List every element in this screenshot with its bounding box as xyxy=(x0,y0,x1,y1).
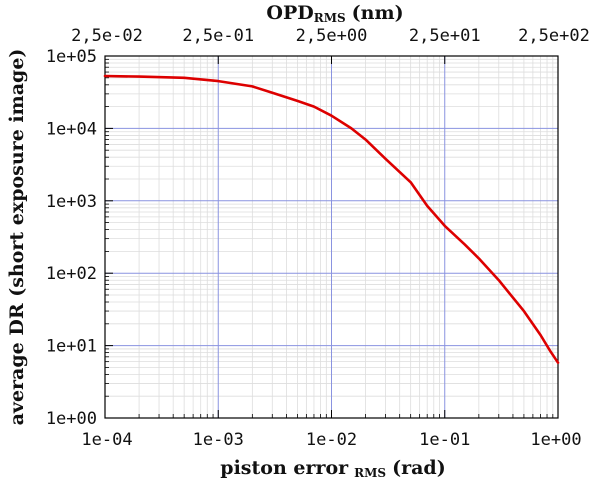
dr-series-line xyxy=(103,74,560,365)
x-tick-label: 1e-03 xyxy=(193,430,244,450)
y-tick-label: 1e+02 xyxy=(46,264,97,284)
y-tick-label: 1e+03 xyxy=(46,192,97,212)
tick-marks xyxy=(104,55,559,419)
y-tick-label: 1e+00 xyxy=(46,409,97,429)
minor-grid xyxy=(105,56,558,418)
x-tick-label: 1e-04 xyxy=(81,430,132,450)
top-tick-label: 2,5e+01 xyxy=(409,26,481,46)
top-tick-label: 2,5e+02 xyxy=(518,26,590,46)
x-tick-label: 1e-01 xyxy=(419,430,470,450)
top-tick-label: 2,5e-02 xyxy=(71,26,143,46)
top-tick-label: 2,5e+00 xyxy=(296,26,368,46)
top-axis-label: OPDRMS (nm) xyxy=(266,2,403,25)
y-axis-label: average DR (short exposure image) xyxy=(6,49,28,426)
tick-labels: 1e-04 1e-03 1e-02 1e-01 1e+00 1e+00 1e+01 1e+02… xyxy=(46,26,590,450)
y-tick-label: 1e+04 xyxy=(46,119,97,139)
x-axis-label: piston error RMS (rad) xyxy=(220,457,445,480)
series-layer xyxy=(103,74,560,365)
y-tick-label: 1e+05 xyxy=(46,47,97,67)
top-tick-label: 2,5e-01 xyxy=(182,26,254,46)
x-tick-label: 1e+00 xyxy=(530,430,581,450)
x-tick-label: 1e-02 xyxy=(306,430,357,450)
y-tick-label: 1e+01 xyxy=(46,337,97,357)
